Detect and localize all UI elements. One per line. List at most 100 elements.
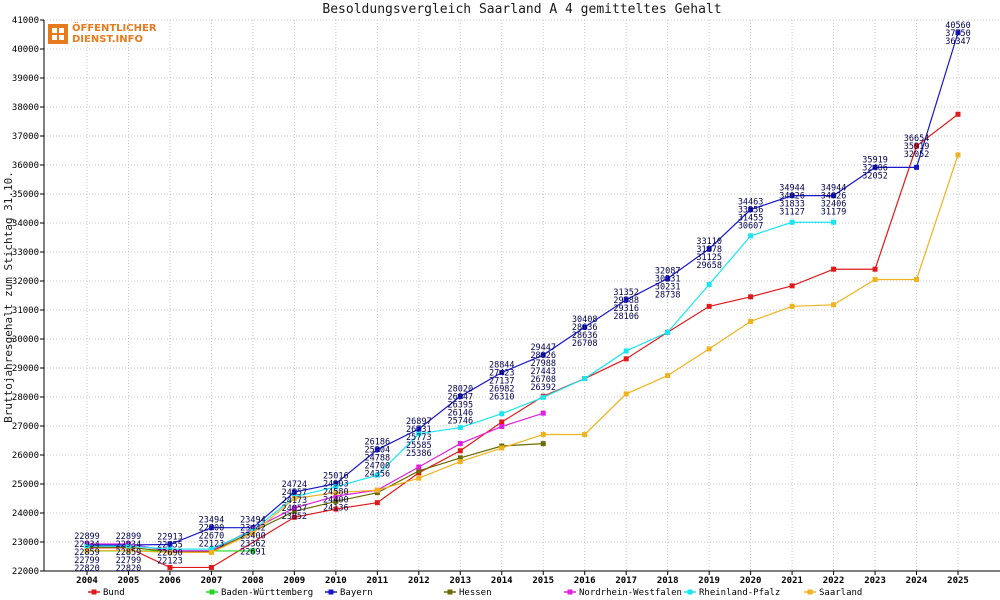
data-point bbox=[457, 459, 463, 465]
series-line bbox=[87, 412, 544, 552]
legend-label: Bund bbox=[103, 588, 125, 598]
data-label: 22899 bbox=[74, 532, 100, 542]
data-point bbox=[208, 564, 214, 570]
data-point bbox=[540, 431, 546, 437]
data-point bbox=[831, 266, 837, 272]
data-point bbox=[582, 324, 588, 330]
data-point bbox=[167, 564, 173, 570]
data-label: 29588 bbox=[613, 296, 639, 306]
data-label: 28738 bbox=[655, 290, 681, 300]
data-point bbox=[540, 410, 546, 416]
data-label: 26395 bbox=[447, 400, 473, 410]
data-label: 28106 bbox=[613, 312, 639, 322]
y-tick-label: 22000 bbox=[12, 567, 39, 577]
data-point bbox=[84, 543, 90, 549]
y-axis-label: Bruttojahresgehalt zum Stichtag 31.10. bbox=[2, 171, 15, 423]
x-tick-label: 2016 bbox=[574, 576, 596, 586]
data-label: 34463 bbox=[738, 198, 764, 208]
data-label: 22934 bbox=[74, 540, 100, 550]
data-label: 34026 bbox=[779, 192, 805, 202]
data-point bbox=[623, 391, 629, 397]
data-point bbox=[540, 352, 546, 358]
data-point bbox=[665, 329, 671, 335]
data-label: 24356 bbox=[365, 470, 391, 480]
series-6 bbox=[84, 152, 961, 555]
data-label: 24788 bbox=[365, 454, 391, 464]
data-label: 32052 bbox=[904, 150, 930, 160]
data-point bbox=[416, 426, 422, 432]
data-label: 31878 bbox=[696, 245, 722, 255]
data-label: 22799 bbox=[74, 556, 100, 566]
data-label: 32406 bbox=[862, 163, 888, 173]
data-label: 28020 bbox=[447, 384, 473, 394]
data-point bbox=[374, 472, 380, 478]
x-tick-label: 2021 bbox=[781, 576, 803, 586]
x-tick-label: 2012 bbox=[408, 576, 430, 586]
x-tick-label: 2019 bbox=[698, 576, 720, 586]
y-tick-label: 23000 bbox=[12, 538, 39, 548]
data-label: 23442 bbox=[240, 524, 266, 534]
series-line bbox=[87, 32, 959, 546]
data-point bbox=[333, 490, 339, 496]
data-label: 35919 bbox=[862, 155, 888, 165]
series-5 bbox=[84, 219, 837, 552]
data-label: 25016 bbox=[323, 472, 349, 482]
x-tick-label: 2013 bbox=[449, 576, 471, 586]
series-line bbox=[87, 113, 959, 569]
data-label: 40560 bbox=[945, 21, 971, 31]
x-tick-label: 2024 bbox=[906, 576, 928, 586]
data-point bbox=[499, 370, 505, 376]
data-point bbox=[789, 219, 795, 225]
data-label: 24700 bbox=[365, 462, 391, 472]
legend-item-3: Hessen bbox=[444, 588, 492, 598]
legend-marker bbox=[567, 589, 573, 595]
data-point bbox=[374, 490, 380, 496]
x-tick-label: 2008 bbox=[242, 576, 264, 586]
logo-icon bbox=[48, 24, 68, 44]
data-label: 22913 bbox=[157, 533, 183, 543]
data-label: 30408 bbox=[572, 315, 598, 325]
data-point bbox=[208, 549, 214, 555]
x-tick-label: 2014 bbox=[491, 576, 513, 586]
legend-marker bbox=[209, 589, 215, 595]
data-point bbox=[831, 219, 837, 225]
data-label: 31352 bbox=[613, 288, 639, 298]
legend-label: Bayern bbox=[340, 588, 373, 598]
series-3 bbox=[84, 441, 546, 555]
y-tick-label: 26000 bbox=[12, 451, 39, 461]
data-label: 29658 bbox=[696, 261, 722, 271]
data-label: 36347 bbox=[945, 37, 971, 47]
legend-marker bbox=[328, 589, 334, 595]
data-point bbox=[540, 441, 546, 447]
x-tick-label: 2004 bbox=[76, 576, 98, 586]
data-point bbox=[789, 303, 795, 309]
series-layer bbox=[84, 30, 961, 570]
data-label: 22690 bbox=[157, 549, 183, 559]
y-tick-label: 38000 bbox=[12, 103, 39, 113]
data-label: 33556 bbox=[738, 206, 764, 216]
legend-marker bbox=[687, 589, 693, 595]
data-label: 31127 bbox=[779, 208, 805, 218]
data-point bbox=[623, 297, 629, 303]
data-label: 24173 bbox=[282, 496, 308, 506]
y-tick-label: 35000 bbox=[12, 190, 39, 200]
data-label: 27137 bbox=[489, 377, 515, 387]
data-label: 24057 bbox=[282, 504, 308, 514]
data-point bbox=[208, 546, 214, 552]
data-point bbox=[374, 447, 380, 453]
legend-item-4: Nordrhein-Westfalen bbox=[564, 588, 682, 598]
data-label: 22123 bbox=[199, 540, 225, 550]
data-point bbox=[167, 546, 173, 552]
y-tick-label: 37000 bbox=[12, 132, 39, 142]
y-tick-label: 27000 bbox=[12, 422, 39, 432]
data-point bbox=[250, 548, 256, 554]
data-label: 31455 bbox=[738, 214, 764, 224]
x-tick-label: 2011 bbox=[366, 576, 388, 586]
data-point bbox=[374, 500, 380, 506]
data-label: 22799 bbox=[116, 556, 142, 566]
data-point bbox=[665, 373, 671, 379]
data-label: 37750 bbox=[945, 29, 971, 39]
data-label: 32087 bbox=[655, 266, 681, 276]
data-label: 23494 bbox=[240, 516, 266, 526]
logo-text-line1: ÖFFENTLICHER bbox=[72, 23, 157, 34]
